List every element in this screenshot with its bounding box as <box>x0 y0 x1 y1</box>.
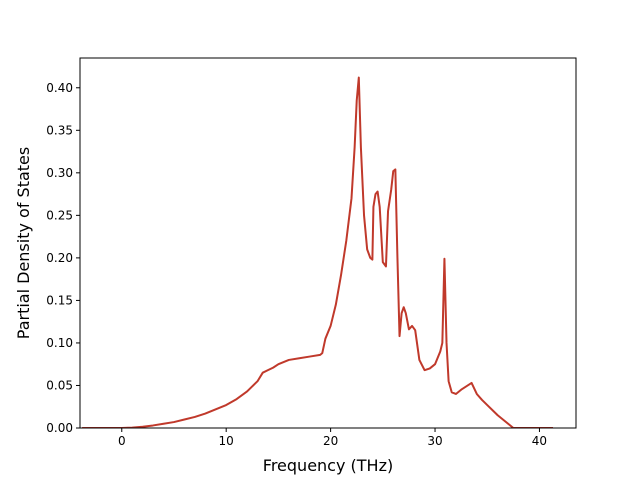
y-tick-label: 0.00 <box>46 421 73 435</box>
axes-frame <box>79 57 577 429</box>
x-tick-label: 20 <box>323 434 338 448</box>
y-tick-label: 0.40 <box>46 81 73 95</box>
y-tick-label: 0.10 <box>46 336 73 350</box>
y-tick-label: 0.20 <box>46 251 73 265</box>
x-tick-label: 30 <box>427 434 442 448</box>
y-tick-label: 0.35 <box>46 123 73 137</box>
x-axis-ticks: 0 10 20 30 40 <box>118 428 547 448</box>
y-axis-ticks: 0.00 0.05 0.10 0.15 0.20 0.25 0.30 0.35 0.40 <box>46 81 80 435</box>
y-tick-label: 0.05 <box>46 378 73 392</box>
plot-area <box>79 57 577 429</box>
x-axis-label: Frequency (THz) <box>263 456 393 475</box>
x-tick-label: 0 <box>118 434 126 448</box>
series-line-0 <box>82 76 554 428</box>
x-tick-label: 40 <box>532 434 547 448</box>
y-axis-label: Partial Density of States <box>14 147 33 339</box>
y-tick-label: 0.30 <box>46 166 73 180</box>
x-tick-label: 10 <box>219 434 234 448</box>
y-tick-label: 0.15 <box>46 293 73 307</box>
y-tick-label: 0.25 <box>46 208 73 222</box>
